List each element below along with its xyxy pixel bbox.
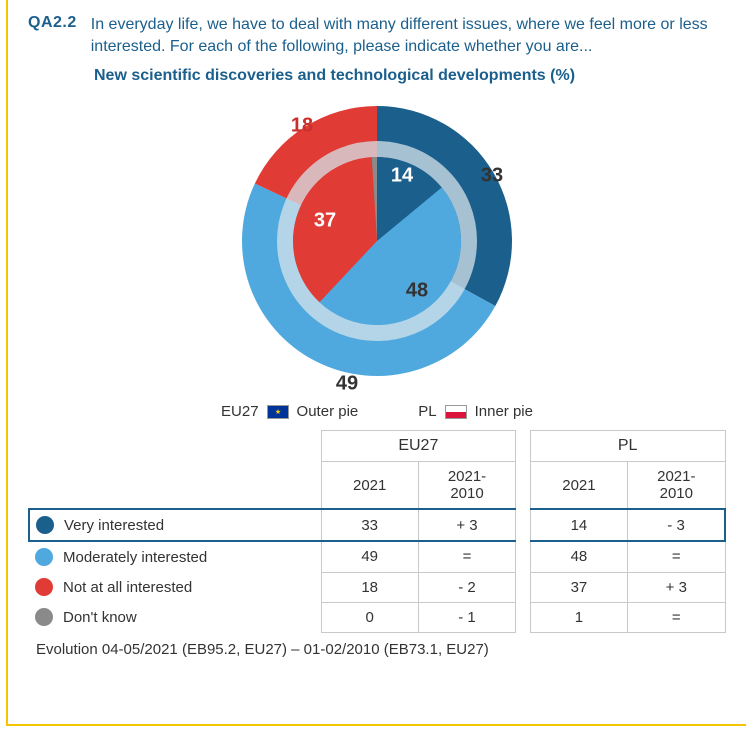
row-label: Don't know xyxy=(63,609,137,626)
pie-chart-container: 33 49 18 14 48 37 xyxy=(28,91,726,401)
legend-inner-prefix: PL xyxy=(418,403,436,420)
legend-inner: PL Inner pie xyxy=(418,403,533,420)
table-group-header-row: EU27 PL xyxy=(29,431,725,462)
question-text: In everyday life, we have to deal with m… xyxy=(91,14,726,57)
table-cell: + 3 xyxy=(418,509,515,541)
question-code: QA2.2 xyxy=(28,14,77,57)
question-block: QA2.2 In everyday life, we have to deal … xyxy=(28,14,726,57)
table-cell: = xyxy=(418,541,515,572)
legend-outer-suffix: Outer pie xyxy=(297,403,359,420)
row-label-cell: Moderately interested xyxy=(29,541,321,572)
svg-text:14: 14 xyxy=(391,164,414,186)
svg-text:18: 18 xyxy=(291,114,313,136)
legend-outer: EU27 ★ Outer pie xyxy=(221,403,358,420)
table-sub-header-row: 2021 2021- 2010 2021 2021- 2010 xyxy=(29,462,725,510)
table-cell: 49 xyxy=(321,541,418,572)
data-table: EU27 PL 2021 2021- 2010 2021 2021- 2010 … xyxy=(28,430,726,633)
table-sub-header: 2021- 2010 xyxy=(628,462,725,510)
flag-eu-icon: ★ xyxy=(267,405,289,419)
row-label: Not at all interested xyxy=(63,579,192,596)
pie-legend: EU27 ★ Outer pie PL Inner pie xyxy=(28,403,726,420)
legend-outer-prefix: EU27 xyxy=(221,403,259,420)
table-row: Not at all interested 18- 2 37+ 3 xyxy=(29,572,725,602)
table-cell: 48 xyxy=(530,541,627,572)
table-cell: = xyxy=(628,602,725,632)
svg-text:37: 37 xyxy=(314,209,336,231)
row-label: Moderately interested xyxy=(63,549,207,566)
table-group-header: PL xyxy=(530,431,725,462)
table-cell: 1 xyxy=(530,602,627,632)
legend-dot-icon xyxy=(35,548,53,566)
data-table-container: EU27 PL 2021 2021- 2010 2021 2021- 2010 … xyxy=(28,430,726,633)
footnote: Evolution 04-05/2021 (EB95.2, EU27) – 01… xyxy=(36,641,726,658)
table-cell: + 3 xyxy=(628,572,725,602)
table-group-header: EU27 xyxy=(321,431,516,462)
table-cell: 37 xyxy=(530,572,627,602)
question-subtitle: New scientific discoveries and technolog… xyxy=(94,67,726,85)
svg-text:49: 49 xyxy=(336,372,358,394)
legend-dot-icon xyxy=(35,608,53,626)
table-cell: 0 xyxy=(321,602,418,632)
legend-dot-icon xyxy=(36,516,54,534)
table-row: Very interested 33+ 3 14- 3 xyxy=(29,509,725,541)
report-panel: QA2.2 In everyday life, we have to deal … xyxy=(6,0,746,726)
table-sub-header: 2021 xyxy=(530,462,627,510)
nested-pie-chart: 33 49 18 14 48 37 xyxy=(207,91,547,401)
table-cell: 14 xyxy=(530,509,627,541)
table-row: Moderately interested49=48= xyxy=(29,541,725,572)
table-sub-header: 2021- 2010 xyxy=(418,462,515,510)
table-row: Don't know 0- 1 1= xyxy=(29,602,725,632)
svg-text:48: 48 xyxy=(406,279,428,301)
table-cell: - 2 xyxy=(418,572,515,602)
table-cell: - 3 xyxy=(628,509,725,541)
svg-text:33: 33 xyxy=(481,164,503,186)
table-cell: - 1 xyxy=(418,602,515,632)
table-cell: 18 xyxy=(321,572,418,602)
row-label: Very interested xyxy=(64,517,164,534)
row-label-cell: Not at all interested xyxy=(29,572,321,602)
flag-pl-icon xyxy=(445,405,467,419)
table-sub-header: 2021 xyxy=(321,462,418,510)
row-label-cell: Don't know xyxy=(29,602,321,632)
legend-dot-icon xyxy=(35,578,53,596)
row-label-cell: Very interested xyxy=(29,509,321,541)
table-cell: 33 xyxy=(321,509,418,541)
table-cell: = xyxy=(628,541,725,572)
legend-inner-suffix: Inner pie xyxy=(475,403,533,420)
